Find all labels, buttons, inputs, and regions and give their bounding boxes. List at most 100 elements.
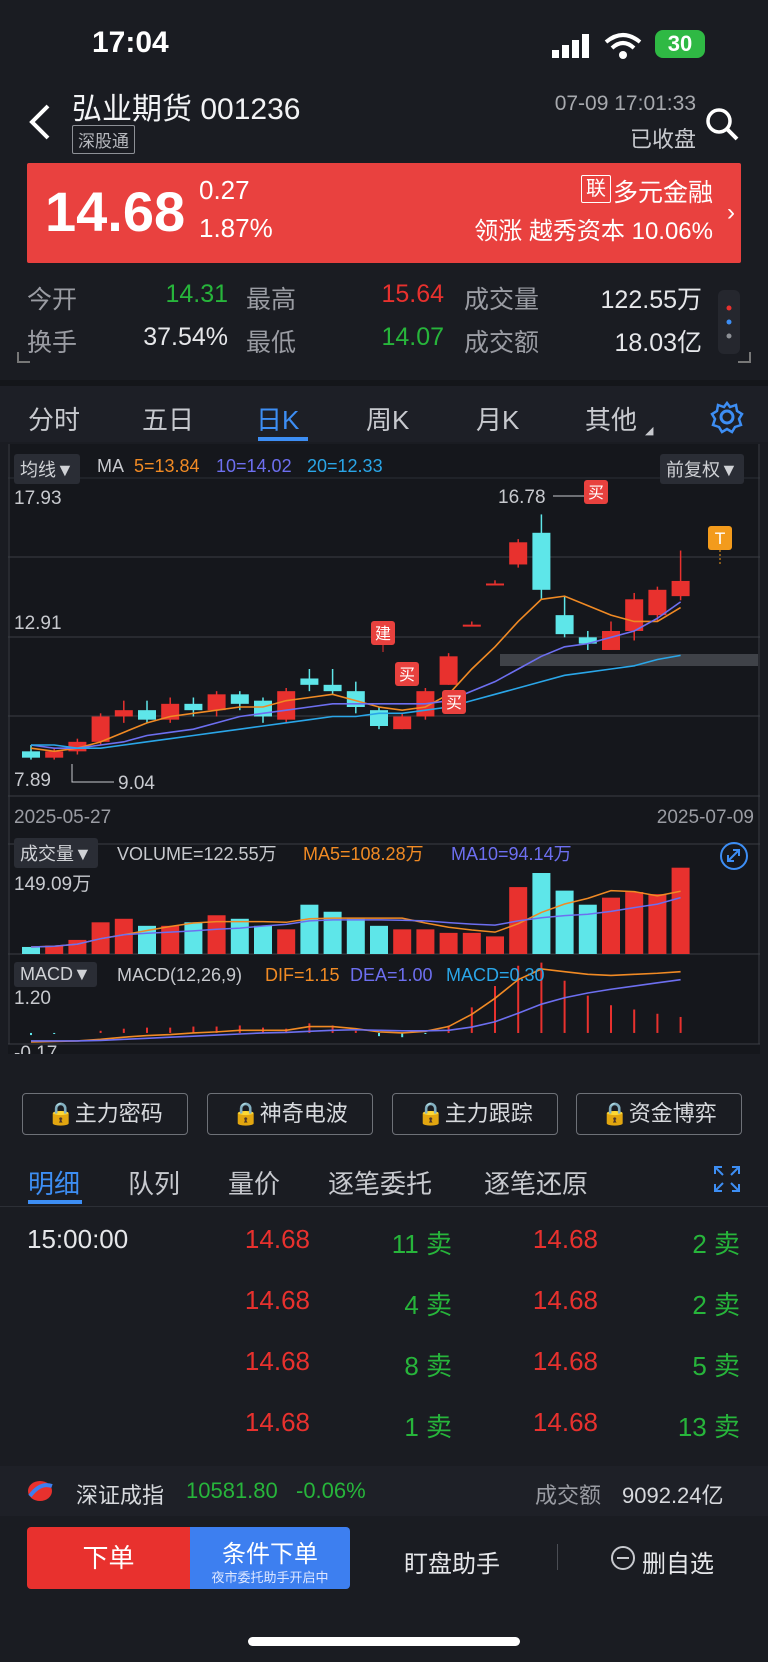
settings-gear-icon[interactable] [710, 400, 744, 434]
wifi-icon [604, 33, 642, 59]
date-start: 2025-05-27 [14, 807, 111, 828]
candle-body [509, 542, 528, 565]
tab-order-by-order[interactable]: 逐笔委托 [328, 1169, 433, 1199]
ma20-line [31, 654, 681, 749]
exchange-logo-icon [28, 1481, 53, 1501]
volume-ma5-line [30, 889, 681, 948]
tab-trade-replay[interactable]: 逐笔还原 [484, 1169, 589, 1199]
price-banner[interactable]: 14.68 0.27 1.87% 联 多元金融 领涨 越秀资本 10.06% › [27, 163, 741, 263]
market-status: 已收盘 [629, 127, 696, 152]
tab-detail[interactable]: 明细 [28, 1169, 81, 1199]
candle-body [578, 637, 597, 644]
back-icon[interactable] [22, 102, 62, 142]
low-value: 14.07 [381, 323, 444, 351]
svg-text:买: 买 [399, 665, 415, 684]
signal-t[interactable]: T [708, 526, 732, 564]
more-stats-toggle[interactable] [718, 290, 740, 354]
search-icon[interactable] [704, 106, 740, 142]
last-price: 14.68 [45, 180, 186, 243]
tab-weekly-k[interactable]: 周K [366, 405, 410, 435]
assistant-button[interactable]: 盯盘助手 [404, 1551, 500, 1578]
trade-volume: 5 卖 [692, 1351, 740, 1381]
trade-volume: 11 卖 [391, 1229, 452, 1259]
adjust-selector[interactable]: 前复权▼ [660, 454, 744, 484]
divider [0, 1206, 768, 1207]
feature-main-force-track[interactable]: 🔒主力跟踪 [392, 1093, 558, 1135]
feature-main-force-code[interactable]: 🔒主力密码 [22, 1093, 188, 1135]
feature-label: 资金博弈 [628, 1101, 717, 1126]
volume-bar [532, 873, 551, 954]
feature-label: 神奇电波 [259, 1101, 348, 1126]
candle-body [393, 716, 412, 730]
period-tabs [0, 380, 768, 442]
trade-price: 14.68 [244, 1285, 310, 1315]
volume-label: 成交量 [464, 286, 540, 314]
volume-bar [462, 932, 481, 954]
conditional-order-button[interactable]: 条件下单 夜市委托助手开启中 [190, 1527, 350, 1589]
trade-price: 14.68 [532, 1346, 598, 1376]
y-axis-top: 17.93 [14, 488, 62, 509]
signal-buy-1[interactable]: 买 [395, 662, 419, 686]
tab-daily-k[interactable]: 日K [256, 405, 300, 435]
tab-other[interactable]: 其他 [585, 405, 638, 435]
tab-monthly-k[interactable]: 月K [476, 405, 520, 435]
ma-selector[interactable]: 均线▼ [14, 454, 80, 484]
volume-bar [277, 929, 296, 954]
turnover-value: 37.54% [143, 323, 228, 351]
status-time: 17:04 [92, 26, 169, 59]
index-amount-label: 成交额 [535, 1483, 602, 1508]
signal-buy-3[interactable]: 买 [584, 480, 608, 504]
volume-bar [161, 925, 180, 954]
trade-price: 14.68 [244, 1407, 310, 1437]
feature-magic-wave[interactable]: 🔒神奇电波 [207, 1093, 373, 1135]
tab-queue[interactable]: 队列 [128, 1169, 181, 1199]
expand-icon[interactable] [713, 1165, 741, 1193]
min-mark-line [71, 764, 114, 783]
svg-text:买: 买 [588, 483, 604, 502]
ma10-value: 10=14.02 [216, 456, 292, 476]
volume-selector[interactable]: 成交量▼ [14, 838, 98, 868]
candle-body [114, 710, 133, 717]
y-axis-bottom: 7.89 [14, 770, 51, 791]
volume-current: VOLUME=122.55万 [117, 844, 277, 864]
tab-volume-price[interactable]: 量价 [228, 1169, 281, 1199]
candle-body [671, 580, 690, 597]
tab-five-day[interactable]: 五日 [142, 405, 195, 435]
trade-time: 15:00:00 [27, 1224, 129, 1254]
index-ticker[interactable]: 深证成指 10581.80 -0.06% 成交额 9092.24亿 [0, 1466, 768, 1516]
macd-selector[interactable]: MACD▼ [14, 962, 97, 987]
rotate-screen-icon[interactable] [718, 840, 750, 872]
volume-bar [602, 897, 620, 954]
high-label: 最高 [246, 286, 297, 314]
volume-bar [207, 915, 226, 954]
signal-buy-2[interactable]: 买 [442, 690, 466, 714]
macd-dea: DEA=1.00 [350, 965, 433, 985]
dea-line [31, 978, 681, 1042]
remove-watchlist-button[interactable]: 删自选 [642, 1551, 714, 1578]
volume-ma10-line [30, 896, 681, 948]
feature-capital-game[interactable]: 🔒资金博弈 [576, 1093, 742, 1135]
volume-bar [439, 932, 458, 954]
signal-build[interactable]: 建 [371, 621, 395, 652]
ma20-value: 20=12.33 [307, 456, 383, 476]
turnover-label: 换手 [27, 329, 78, 357]
volume-bar [625, 892, 644, 954]
candle-body [138, 710, 156, 720]
price-change: 0.27 [199, 175, 250, 205]
volume-bar [578, 904, 597, 954]
candle-body [184, 703, 203, 711]
sector-name: 多元金融 [612, 179, 713, 207]
trade-volume: 4 卖 [404, 1290, 452, 1320]
tab-intraday[interactable]: 分时 [28, 405, 81, 435]
kline-chart[interactable]: 17.93 12.91 7.89 16.78 9.04 2025-05-27 2… [8, 444, 760, 1054]
ma5-value: 5=13.84 [134, 456, 200, 476]
candle-body [648, 589, 667, 616]
dif-line [30, 968, 681, 1043]
index-amount: 9092.24亿 [622, 1483, 724, 1508]
candle-body [462, 624, 481, 627]
order-button[interactable]: 下单 [27, 1527, 190, 1589]
volume-bar [184, 922, 203, 954]
trade-price: 14.68 [532, 1407, 598, 1437]
volume-bar [555, 890, 574, 954]
candle-body [277, 691, 296, 720]
